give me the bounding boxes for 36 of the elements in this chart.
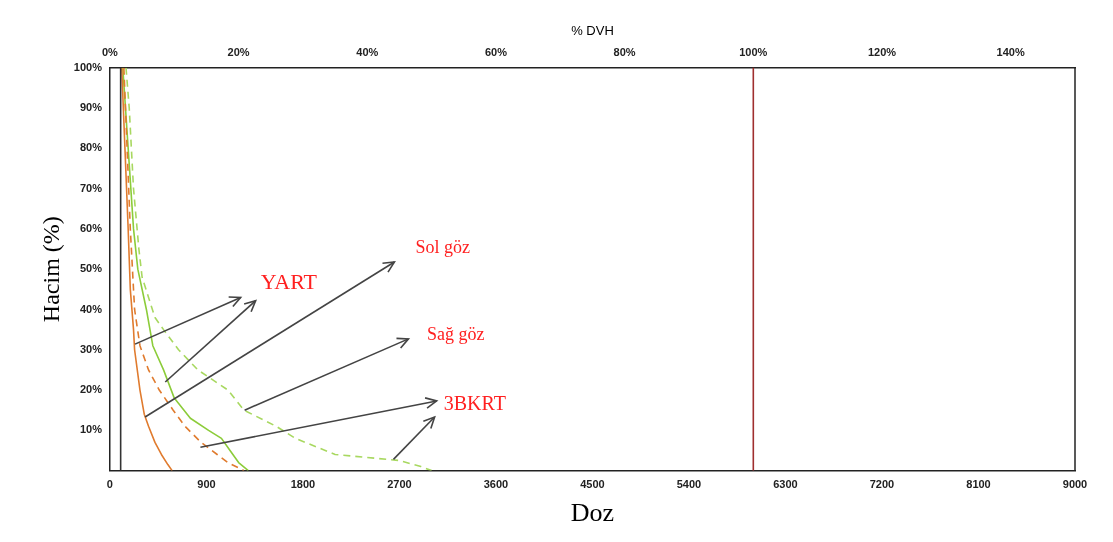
x-tick-label: 6300 xyxy=(773,478,798,491)
x-tick-label: 7200 xyxy=(869,478,895,491)
y-tick-label: 60% xyxy=(79,221,103,234)
x-tick-label: 3600 xyxy=(483,478,509,491)
y-tick-label: 90% xyxy=(79,101,103,114)
x2-tick-label: 0% xyxy=(101,46,119,59)
annotation: YART xyxy=(260,269,318,295)
x-tick-label: 4500 xyxy=(580,478,605,491)
y-tick-label: 10% xyxy=(79,423,103,436)
x2-axis-title: % DVH xyxy=(571,23,614,39)
x2-tick-label: 80% xyxy=(613,46,636,59)
y-tick-label: 50% xyxy=(79,262,103,275)
x-tick-label: 5400 xyxy=(676,478,702,491)
annotation: Sağ göz xyxy=(427,323,485,344)
y-tick-label: 40% xyxy=(79,302,103,315)
x-axis-title: Doz xyxy=(570,498,615,528)
annotation: 3BKRT xyxy=(443,392,506,415)
x2-tick-label: 20% xyxy=(227,46,250,59)
x-tick-label: 8100 xyxy=(966,478,991,491)
x-tick-label: 9000 xyxy=(1062,478,1088,491)
x-tick-label: 900 xyxy=(197,478,216,491)
y-tick-label: 30% xyxy=(79,342,103,355)
y-tick-label: 20% xyxy=(79,383,103,396)
y-tick-label: 100% xyxy=(73,60,103,73)
x2-tick-label: 60% xyxy=(484,46,508,59)
x2-tick-label: 40% xyxy=(356,46,379,59)
x-tick-label: 2700 xyxy=(387,478,412,491)
x2-tick-label: 140% xyxy=(996,46,1025,59)
x-tick-label: 0 xyxy=(106,478,113,491)
x2-tick-label: 100% xyxy=(739,46,768,59)
y-tick-label: 70% xyxy=(79,181,103,194)
y-tick-label: 80% xyxy=(79,141,103,154)
x2-tick-label: 120% xyxy=(867,46,897,59)
y-axis-title: Hacim (%) xyxy=(37,216,64,323)
annotation: Sol göz xyxy=(415,236,470,257)
x-tick-label: 1800 xyxy=(290,478,316,491)
